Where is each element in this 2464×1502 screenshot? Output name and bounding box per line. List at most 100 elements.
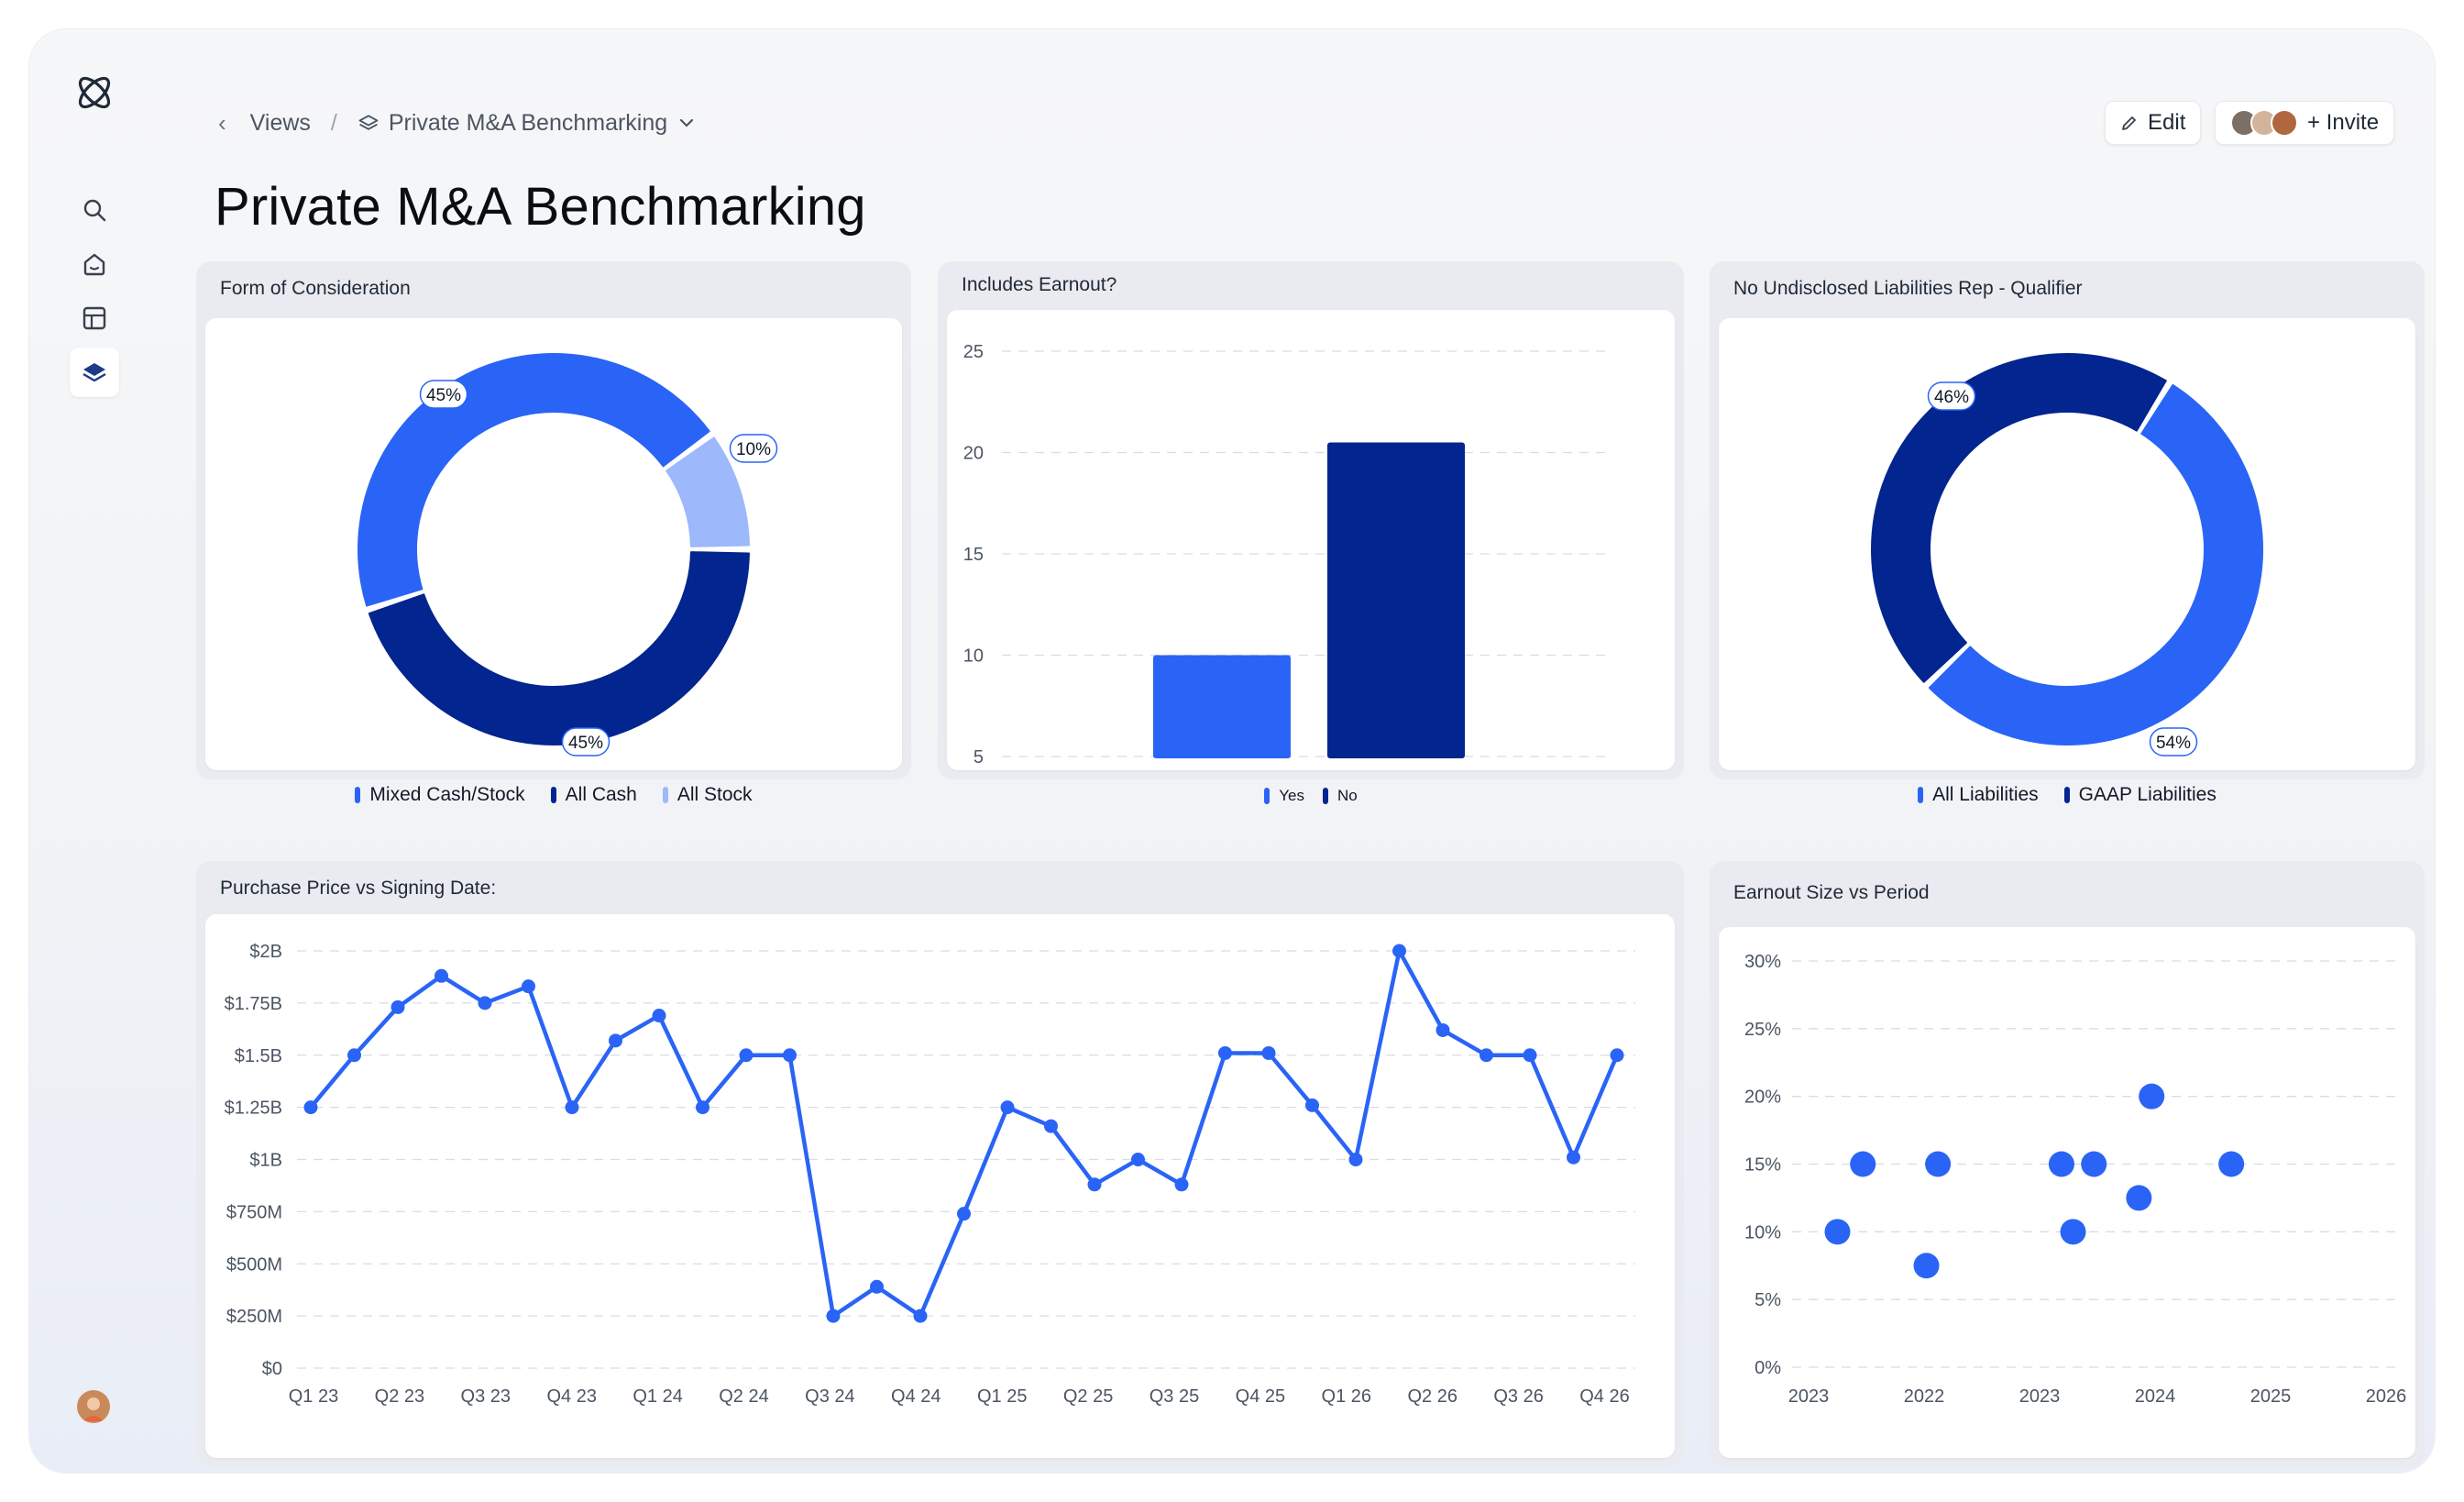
data-point[interactable]	[826, 1309, 841, 1323]
legend-item[interactable]: All Cash	[550, 784, 637, 806]
legend-item[interactable]: All Stock	[662, 784, 753, 806]
data-point[interactable]	[1913, 1253, 1940, 1279]
sidebar-views-button[interactable]	[70, 348, 119, 397]
pie-slice[interactable]	[368, 551, 750, 745]
app-logo-icon[interactable]	[72, 70, 117, 116]
data-point[interactable]	[2126, 1185, 2152, 1211]
pie-slice[interactable]	[1871, 353, 2167, 683]
x-tick-label: Q1 26	[1322, 1386, 1371, 1407]
edit-button-label: Edit	[2148, 110, 2186, 135]
data-point[interactable]	[2048, 1151, 2074, 1177]
data-point[interactable]	[522, 979, 535, 994]
x-tick-label: 2023	[2019, 1386, 2061, 1407]
data-point[interactable]	[347, 1048, 361, 1063]
x-tick-label: Q4 23	[546, 1386, 596, 1407]
bar[interactable]	[1153, 655, 1291, 759]
pencil-icon	[2122, 116, 2136, 130]
legend-label: GAAP Liabilities	[2078, 784, 2216, 805]
breadcrumb: ‹ Views / Private M&A Benchmarking	[218, 105, 697, 141]
x-tick-label: 2023	[1788, 1386, 1830, 1407]
legend-item[interactable]: Mixed Cash/Stock	[355, 784, 525, 806]
legend-item[interactable]: All Liabilities	[1918, 784, 2039, 806]
data-point[interactable]	[1218, 1045, 1232, 1060]
data-point[interactable]	[2060, 1219, 2086, 1245]
y-tick-label: 10%	[1744, 1222, 1781, 1242]
y-tick-label: 25	[963, 342, 984, 362]
data-point[interactable]	[696, 1100, 710, 1115]
data-point[interactable]	[1925, 1151, 1952, 1177]
data-point[interactable]	[783, 1048, 797, 1063]
invite-button[interactable]: + Invite	[2215, 101, 2395, 145]
data-point[interactable]	[1610, 1048, 1624, 1063]
data-point[interactable]	[1131, 1153, 1145, 1166]
card-body: $0 $250M $500M $750M $1B $1.25B $1.5B $1.75B $2B…	[205, 914, 1675, 1458]
pie-slice[interactable]	[666, 436, 750, 547]
x-tick-label: Q1 24	[632, 1386, 682, 1407]
data-point[interactable]	[1044, 1119, 1058, 1133]
back-chevron-icon[interactable]: ‹	[218, 108, 226, 137]
legend-label: All Liabilities	[1932, 784, 2039, 805]
data-point[interactable]	[1305, 1098, 1319, 1112]
sidebar-search-button[interactable]	[70, 185, 119, 235]
bar[interactable]	[1327, 442, 1465, 758]
card-title: Includes Earnout?	[962, 274, 1117, 295]
x-tick-label: 2026	[2366, 1386, 2407, 1407]
data-point[interactable]	[2081, 1151, 2107, 1177]
data-point[interactable]	[739, 1048, 754, 1063]
pie-slice[interactable]	[358, 353, 710, 607]
card-body: 0% 5% 10% 15% 20% 25% 30% 2023 2022 2023 2024 2025 2…	[1719, 927, 2415, 1458]
data-point[interactable]	[609, 1033, 622, 1048]
legend-label: Mixed Cash/Stock	[369, 784, 525, 805]
sidebar-table-button[interactable]	[70, 293, 119, 343]
x-tick-label: Q2 23	[375, 1386, 424, 1407]
y-tick-label: $1.5B	[235, 1046, 282, 1066]
data-point[interactable]	[2218, 1151, 2245, 1177]
data-point[interactable]	[1850, 1151, 1876, 1177]
breadcrumb-current-view[interactable]: Private M&A Benchmarking	[358, 110, 697, 137]
data-point[interactable]	[2139, 1083, 2165, 1110]
legend-item[interactable]: No	[1323, 787, 1358, 805]
breadcrumb-views-link[interactable]: Views	[249, 109, 311, 136]
y-tick-label: $1.25B	[225, 1099, 282, 1119]
data-point[interactable]	[390, 999, 405, 1014]
chart-legend: Mixed Cash/Stock All Cash All Stock	[205, 784, 902, 806]
x-tick-label: 2022	[1904, 1386, 1945, 1407]
data-point[interactable]	[1523, 1048, 1537, 1063]
data-point[interactable]	[434, 968, 448, 983]
edit-button[interactable]: Edit	[2105, 101, 2202, 145]
legend-item[interactable]: GAAP Liabilities	[2063, 784, 2216, 806]
svg-text:46%: 46%	[1934, 388, 1969, 407]
data-point[interactable]	[1392, 944, 1406, 958]
card-title: Purchase Price vs Signing Date:	[220, 878, 497, 899]
form-of-consideration-card: Form of Consideration 45% 10% 45% Mixed Ca…	[196, 261, 911, 805]
legend-item[interactable]: Yes	[1264, 787, 1304, 805]
data-point[interactable]	[1480, 1048, 1493, 1063]
data-point[interactable]	[478, 996, 492, 1011]
data-point[interactable]	[1087, 1177, 1102, 1192]
data-point[interactable]	[1567, 1150, 1580, 1165]
earnout-size-card: Earnout Size vs Period 0% 5% 10% 15% 20% 25% 3…	[1710, 861, 2425, 1467]
data-point[interactable]	[1348, 1153, 1363, 1166]
y-tick-label: 25%	[1744, 1020, 1781, 1040]
data-point[interactable]	[1174, 1177, 1189, 1192]
user-avatar[interactable]	[77, 1390, 110, 1423]
data-point[interactable]	[870, 1279, 884, 1294]
card-body: 45% 10% 45% Mixed Cash/Stock All Cash All St…	[205, 318, 902, 805]
legend-label: No	[1337, 787, 1358, 804]
page-title: Private M&A Benchmarking	[214, 177, 866, 237]
data-point[interactable]	[957, 1207, 971, 1221]
data-point[interactable]	[1824, 1219, 1851, 1245]
y-tick-label: $1B	[249, 1151, 282, 1171]
data-point[interactable]	[652, 1009, 666, 1023]
pie-slice[interactable]	[1928, 383, 2263, 745]
data-point[interactable]	[1261, 1045, 1276, 1060]
data-point[interactable]	[1000, 1100, 1015, 1115]
sidebar-home-button[interactable]	[70, 239, 119, 289]
layers-icon	[358, 115, 379, 130]
data-point[interactable]	[913, 1309, 928, 1323]
data-point[interactable]	[1436, 1022, 1450, 1037]
data-point[interactable]	[565, 1100, 579, 1115]
y-tick-label: $1.75B	[225, 994, 282, 1014]
card-title: Form of Consideration	[220, 278, 411, 299]
data-point[interactable]	[303, 1100, 318, 1115]
